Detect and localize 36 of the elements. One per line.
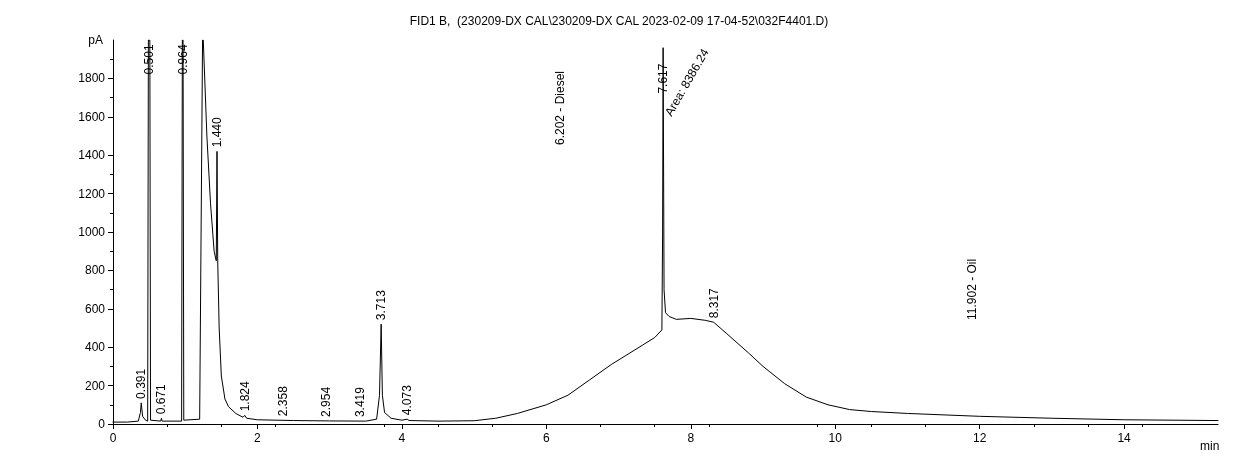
chart-title: FID1 B, (230209-DX CAL\230209-DX CAL 2023-02-09 17-04-52\032F4401.D) — [409, 14, 829, 28]
annotation: 2.358 — [276, 385, 291, 417]
y-tick-label: 1400 — [78, 148, 106, 163]
y-tick-label: 600 — [84, 301, 106, 316]
annotation: 6.202 - Diesel — [553, 70, 567, 145]
annotation: 8.317 — [706, 287, 721, 319]
y-tick-label: 1800 — [78, 71, 106, 86]
x-tick-label: 6 — [542, 431, 550, 445]
y-tick-label: 1600 — [78, 109, 106, 124]
annotation: 0.964 — [175, 44, 190, 75]
y-tick-label: 1200 — [78, 186, 106, 201]
annotation: 0.391 — [134, 368, 149, 399]
x-tick-label: 14 — [1117, 431, 1132, 445]
annotation: 7.617 — [656, 63, 671, 94]
x-tick-label: 4 — [398, 431, 406, 445]
annotation: 4.073 — [400, 384, 415, 416]
annotation: 1.824 — [237, 381, 252, 412]
y-tick-label: 400 — [84, 340, 106, 355]
annotation: 11.902 - Oil — [965, 258, 979, 320]
y-tick-label: 800 — [84, 263, 106, 278]
annotation: 1.440 — [210, 117, 224, 148]
annotation: 0.671 — [154, 383, 169, 415]
x-axis-title: min — [1200, 439, 1220, 453]
x-tick-label: 10 — [828, 431, 843, 445]
y-tick-label: 200 — [84, 378, 106, 393]
x-tick-label: 8 — [687, 431, 695, 445]
y-axis-title: pA — [88, 33, 103, 47]
y-tick-label: 1000 — [78, 225, 106, 239]
x-tick-label: 2 — [254, 431, 262, 445]
annotation: 2.954 — [319, 386, 334, 417]
y-tick-label: 0 — [98, 417, 106, 431]
x-tick-label: 0 — [109, 431, 117, 445]
annotation: 0.501 — [142, 44, 157, 75]
annotation: 3.713 — [374, 289, 389, 321]
x-tick-label: 12 — [972, 431, 987, 445]
annotation: 3.419 — [352, 386, 367, 418]
